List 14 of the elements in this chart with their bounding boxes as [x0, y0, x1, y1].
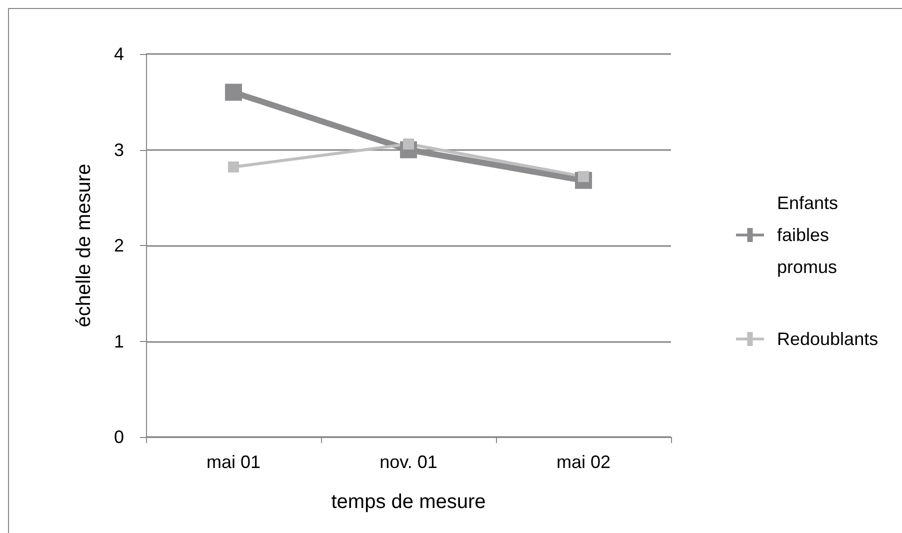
y-tick-label: 2 [114, 236, 124, 256]
y-tick-label: 3 [114, 140, 124, 160]
point [225, 84, 242, 101]
point [228, 161, 239, 172]
x-tick-label: mai 02 [556, 452, 611, 472]
y-axis-title: échelle de mesure [73, 164, 95, 328]
y-tick-label: 1 [114, 331, 124, 352]
x-tick-label: mai 01 [206, 452, 261, 472]
x-axis-title: temps de mesure [331, 491, 486, 513]
legend-label: Enfants faibles promus [777, 193, 844, 277]
y-tick-label: 4 [114, 44, 124, 64]
y-tick-label: 0 [114, 427, 124, 447]
legend-label: Redoublants [777, 329, 878, 349]
x-tick-label: nov. 01 [380, 452, 438, 472]
